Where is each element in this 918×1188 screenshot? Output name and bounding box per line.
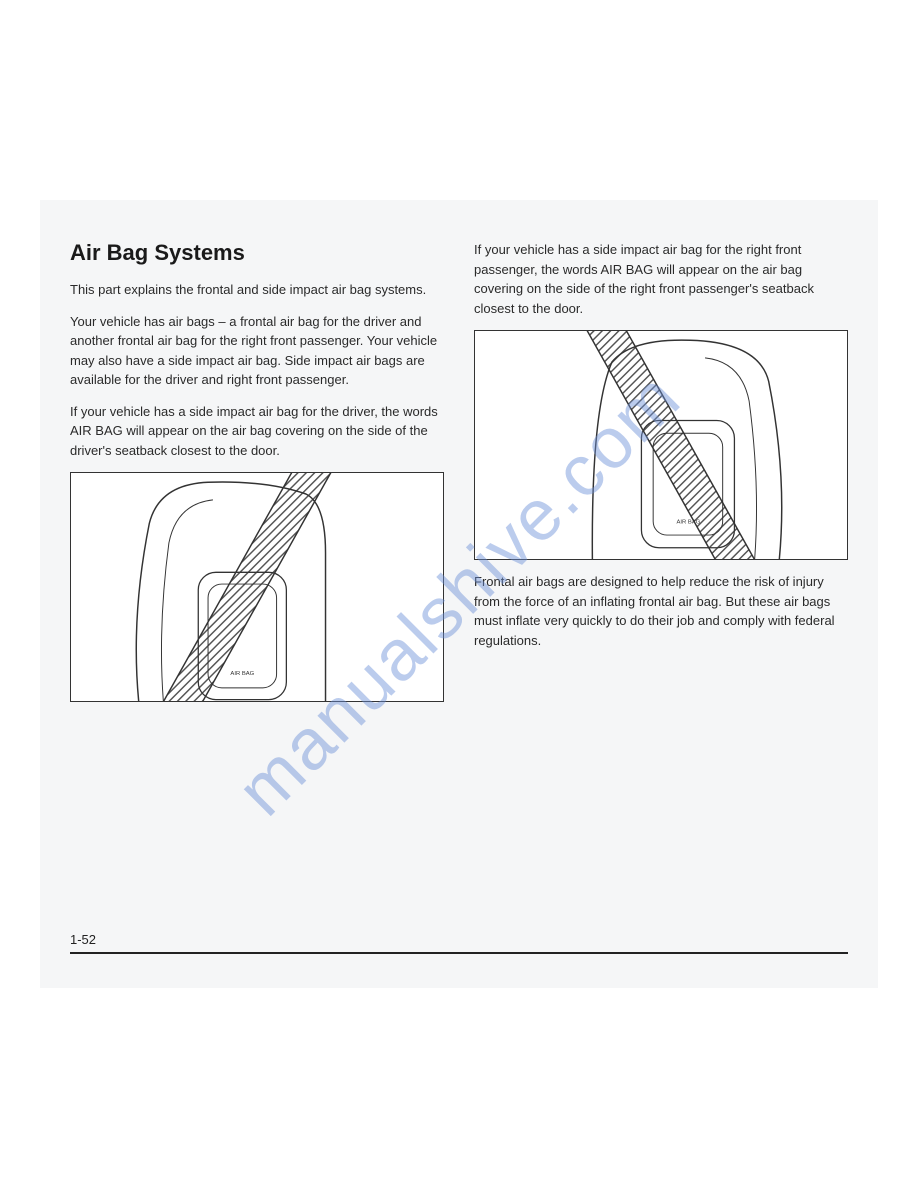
intro-paragraph: This part explains the frontal and side … — [70, 280, 444, 300]
section-heading: Air Bag Systems — [70, 240, 444, 266]
airbag-label: AIR BAG — [677, 519, 701, 525]
seat-airbag-illustration: AIR BAG — [475, 331, 847, 559]
driver-seat-figure: AIR BAG — [70, 472, 444, 702]
manual-page: Air Bag Systems This part explains the f… — [40, 200, 878, 988]
passenger-seat-figure: AIR BAG — [474, 330, 848, 560]
page-number: 1-52 — [70, 932, 96, 947]
airbag-label: AIR BAG — [230, 671, 254, 677]
right-column: If your vehicle has a side impact air ba… — [474, 240, 848, 714]
page-footer: 1-52 — [70, 952, 848, 958]
body-paragraph: If your vehicle has a side impact air ba… — [474, 240, 848, 318]
seat-airbag-illustration: AIR BAG — [71, 473, 443, 701]
two-column-layout: Air Bag Systems This part explains the f… — [70, 240, 848, 714]
left-column: Air Bag Systems This part explains the f… — [70, 240, 444, 714]
body-paragraph: Your vehicle has air bags – a frontal ai… — [70, 312, 444, 390]
body-paragraph: Frontal air bags are designed to help re… — [474, 572, 848, 650]
body-paragraph: If your vehicle has a side impact air ba… — [70, 402, 444, 461]
